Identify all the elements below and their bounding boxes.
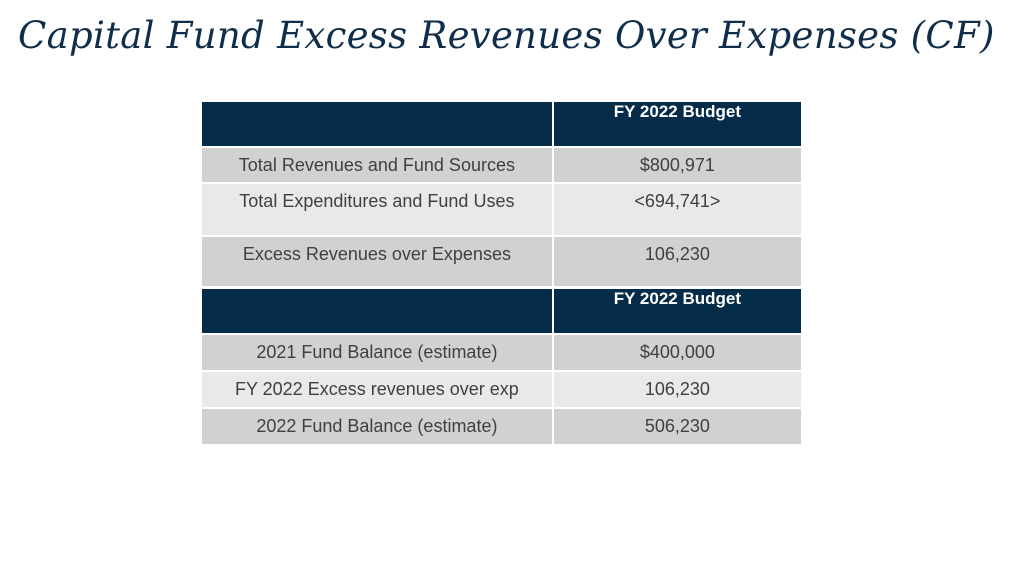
row-value: 506,230: [551, 407, 804, 446]
row-value: 106,230: [551, 370, 804, 409]
table-row: Excess Revenues over Expenses 106,230: [200, 235, 804, 288]
row-value: 106,230: [551, 235, 804, 288]
header-cell-budget: FY 2022 Budget: [551, 287, 804, 335]
table-row: 2021 Fund Balance (estimate) $400,000: [200, 333, 804, 372]
row-label: 2021 Fund Balance (estimate): [200, 333, 554, 372]
row-value: $400,000: [551, 333, 804, 372]
table-header-row: FY 2022 Budget: [200, 287, 804, 335]
table-row: 2022 Fund Balance (estimate) 506,230: [200, 407, 804, 446]
row-label: Excess Revenues over Expenses: [200, 235, 554, 288]
row-value: <694,741>: [551, 182, 804, 237]
row-label: FY 2022 Excess revenues over exp: [200, 370, 554, 409]
table-row: Total Revenues and Fund Sources $800,971: [200, 146, 804, 184]
row-value: $800,971: [551, 146, 804, 184]
slide-title: Capital Fund Excess Revenues Over Expens…: [18, 14, 995, 57]
row-label: Total Expenditures and Fund Uses: [200, 182, 554, 237]
budget-summary-table: FY 2022 Budget Total Revenues and Fund S…: [200, 100, 804, 288]
table-row: Total Expenditures and Fund Uses <694,74…: [200, 182, 804, 237]
row-label: Total Revenues and Fund Sources: [200, 146, 554, 184]
table-header-row: FY 2022 Budget: [200, 100, 804, 148]
fund-balance-table: FY 2022 Budget 2021 Fund Balance (estima…: [200, 287, 804, 446]
header-cell-budget: FY 2022 Budget: [551, 100, 804, 148]
header-cell-label: [200, 287, 554, 335]
table-row: FY 2022 Excess revenues over exp 106,230: [200, 370, 804, 409]
row-label: 2022 Fund Balance (estimate): [200, 407, 554, 446]
header-cell-label: [200, 100, 554, 148]
